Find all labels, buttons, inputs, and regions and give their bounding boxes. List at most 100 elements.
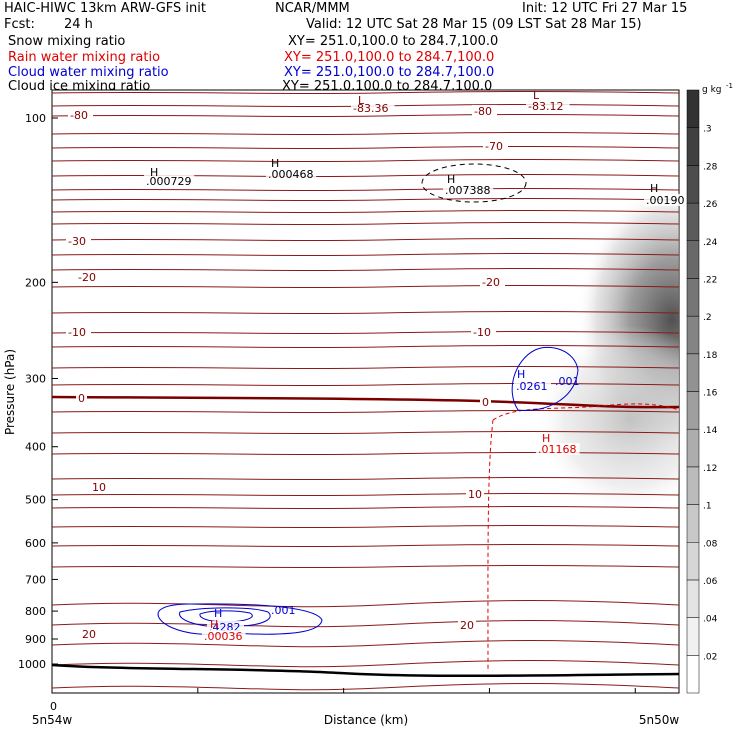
label-mask (66, 235, 91, 247)
y-tick-label: 500 (25, 494, 46, 507)
label-mask (351, 102, 395, 114)
label-mask (66, 326, 91, 338)
contour-value-label: .001 (555, 375, 580, 388)
temperature-label: -80 (474, 105, 492, 118)
colorbar-tick-label: .02 (703, 652, 717, 662)
colorbar-cell (686, 202, 700, 241)
y-tick-label: 1000 (18, 658, 46, 671)
colorbar-cell (686, 165, 700, 204)
label-mask (266, 168, 317, 180)
isotherm-line (52, 366, 679, 370)
cloud-water-contour (157, 603, 323, 635)
y-tick-label: 700 (25, 573, 46, 586)
y-tick-label: 100 (25, 112, 46, 125)
isotherm-line (52, 114, 679, 118)
colorbar-cell (686, 278, 700, 317)
isotherm-line (52, 525, 679, 529)
label-mask (480, 276, 505, 288)
colorbar-tick-label: .1 (703, 502, 712, 512)
label-mask (526, 100, 570, 112)
forecast-value: 24 h (64, 17, 93, 32)
temperature-label: -10 (68, 326, 86, 339)
extremum-value: -83.36 (353, 102, 388, 115)
colorbar-tick-label: .06 (703, 577, 718, 587)
field-xy-cloud-water: XY= 251.0,100.0 to 284.7,100.0 (284, 65, 495, 80)
temperature-label: -10 (473, 326, 491, 339)
extremum-value: .000729 (146, 175, 192, 188)
extremum-marker: H (650, 182, 658, 195)
x-axis-title: Distance (km) (324, 713, 408, 727)
extremum-marker: H (210, 618, 218, 631)
label-mask (458, 619, 476, 631)
label-mask (80, 628, 98, 640)
center-title: NCAR/MMM (275, 1, 350, 16)
isotherm-line (52, 222, 679, 226)
colorbar-cell (686, 542, 700, 581)
isotherm-line (52, 431, 679, 435)
colorbar-tick-label: .04 (703, 615, 718, 625)
isotherm-line (52, 188, 679, 192)
isotherm-line (52, 285, 679, 289)
temperature-label: -70 (485, 140, 503, 153)
colorbar-cell (686, 428, 700, 468)
isotherm-line (52, 477, 679, 481)
temperature-label: -20 (482, 276, 500, 289)
y-tick-label: 200 (25, 276, 46, 289)
x-end-label: 5n50w (639, 713, 680, 727)
field-xy-snow: XY= 251.0,100.0 to 284.7,100.0 (288, 34, 499, 49)
isotherm-line (52, 640, 679, 648)
y-tick-label: 900 (25, 633, 46, 646)
isotherm-line (52, 198, 679, 202)
contour-labels: -80 -80-70-30-20 -20-10 -100 010102020L-83.3… (66, 89, 688, 643)
x-start-label: 5n54w (32, 713, 73, 727)
temperature-label: 10 (92, 481, 106, 494)
y-tick-label: 800 (25, 605, 46, 618)
isotherm-line (52, 383, 679, 387)
colorbar-tick-label: .12 (703, 464, 717, 474)
label-mask (536, 443, 580, 455)
label-mask (644, 194, 688, 206)
temperature-label: 0 (482, 396, 489, 409)
init-time: Init: 12 UTC Fri 27 Mar 15 (522, 1, 688, 16)
colorbar-tick-label: .2 (703, 313, 712, 323)
label-mask (76, 392, 87, 404)
colorbar-cell (686, 655, 700, 694)
colorbar-unit-exponent: -1 (726, 82, 733, 90)
extremum-value: -83.12 (528, 100, 563, 113)
temperature-contours (52, 91, 679, 691)
isotherm-line (52, 660, 679, 668)
x-tick-label: 0 (50, 700, 57, 713)
colorbar-tick-label: .22 (703, 275, 717, 285)
extremum-marker: H (271, 157, 279, 170)
isotherm-line (52, 146, 679, 150)
label-mask (202, 630, 246, 642)
colorbar-cell (686, 391, 700, 430)
isotherm-line (52, 238, 679, 242)
extremum-marker: H (150, 166, 158, 179)
label-mask (472, 105, 497, 117)
colorbar-cell (686, 240, 700, 279)
isotherm-line (52, 331, 679, 335)
label-mask (68, 109, 93, 121)
temperature-label: -30 (68, 235, 86, 248)
extremum-marker: L (533, 89, 540, 102)
field-name-cloud-water: Cloud water mixing ratio (8, 65, 169, 80)
isotherm-line (52, 268, 679, 272)
isotherm-line (52, 410, 679, 414)
colorbar-cell (686, 504, 700, 543)
colorbar-cell (686, 353, 700, 392)
extremum-value: .00036 (204, 630, 243, 643)
label-mask (144, 175, 195, 187)
isotherm-line (52, 506, 679, 510)
colorbar-cell (686, 315, 700, 355)
extremum-value: .000468 (268, 168, 314, 181)
y-tick-label: 300 (25, 373, 46, 386)
colorbar-tick-label: .24 (703, 238, 718, 248)
cloud-water-contour (511, 346, 579, 411)
label-mask (76, 271, 101, 283)
label-mask (483, 140, 508, 152)
isotherm-line (52, 544, 679, 548)
contour-value-label: .001 (271, 604, 296, 617)
rain-contour (487, 419, 494, 673)
